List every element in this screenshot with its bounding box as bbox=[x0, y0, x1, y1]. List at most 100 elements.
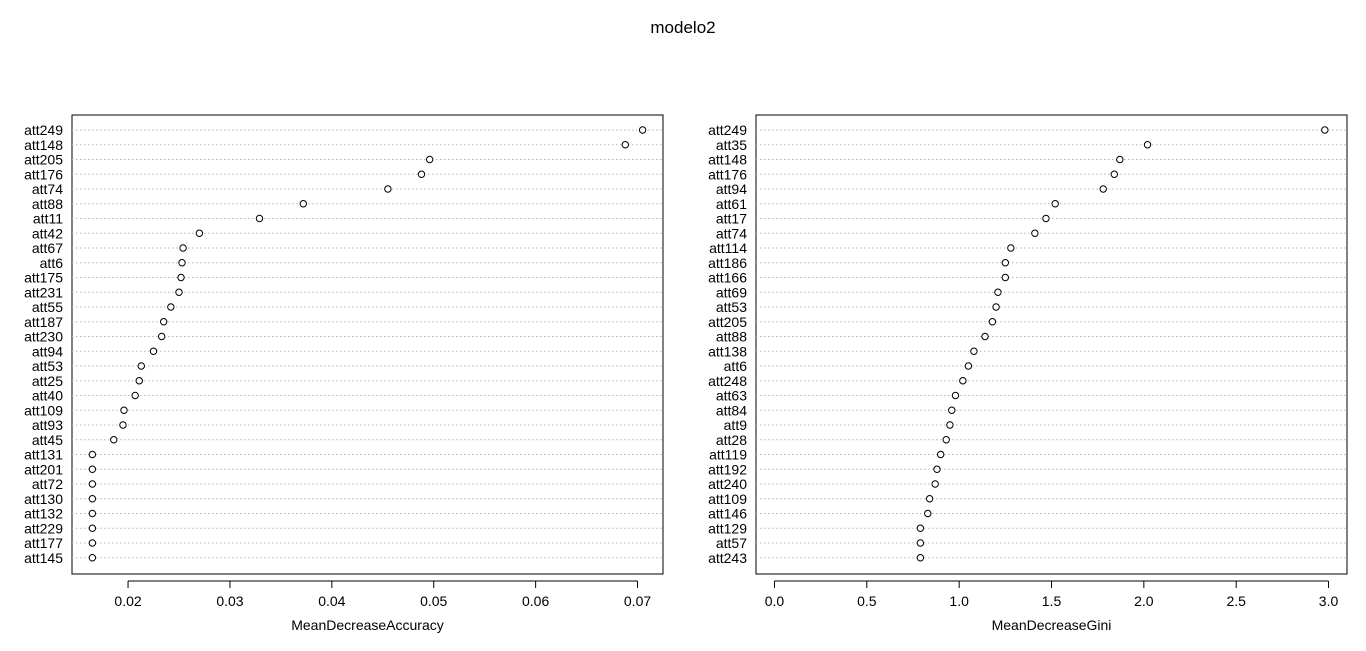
gini-data-point bbox=[948, 406, 956, 414]
gini-data-point bbox=[936, 450, 945, 459]
accuracy-category-label: att88 bbox=[32, 196, 63, 212]
gini-category-label: att9 bbox=[724, 417, 748, 433]
gini-data-point bbox=[1031, 229, 1039, 237]
accuracy-category-label: att176 bbox=[24, 166, 63, 182]
accuracy-category-label: att72 bbox=[32, 476, 63, 492]
gini-data-point bbox=[931, 480, 939, 488]
gini-category-label: att176 bbox=[708, 166, 747, 182]
accuracy-category-label: att42 bbox=[32, 225, 63, 241]
gini-category-label: att205 bbox=[708, 314, 747, 330]
gini-data-point bbox=[1321, 126, 1329, 134]
gini-category-label: att61 bbox=[716, 196, 747, 212]
accuracy-data-point bbox=[88, 495, 97, 503]
accuracy-x-tick-label: 0.03 bbox=[216, 593, 243, 609]
accuracy-category-label: att55 bbox=[32, 299, 63, 315]
gini-data-point bbox=[1116, 155, 1124, 164]
accuracy-x-tick-label: 0.07 bbox=[624, 593, 651, 609]
accuracy-data-point bbox=[88, 509, 97, 518]
gini-data-point bbox=[959, 377, 967, 385]
accuracy-category-label: att177 bbox=[24, 535, 63, 551]
gini-category-label: att53 bbox=[716, 299, 747, 315]
gini-x-tick-label: 3.0 bbox=[1319, 593, 1339, 609]
accuracy-x-axis-label: MeanDecreaseAccuracy bbox=[291, 617, 444, 633]
accuracy-category-label: att187 bbox=[24, 314, 63, 330]
accuracy-x-tick-label: 0.04 bbox=[318, 593, 345, 609]
accuracy-data-point bbox=[88, 524, 97, 532]
gini-data-point bbox=[992, 303, 1000, 311]
accuracy-data-point bbox=[638, 126, 647, 134]
gini-data-point bbox=[981, 332, 989, 341]
accuracy-category-label: att249 bbox=[24, 122, 63, 138]
figure-title: modelo2 bbox=[650, 18, 716, 37]
accuracy-data-point bbox=[88, 465, 97, 473]
gini-category-label: att28 bbox=[716, 432, 747, 448]
gini-data-point bbox=[1143, 141, 1152, 149]
gini-category-label: att35 bbox=[716, 137, 747, 153]
accuracy-category-label: att148 bbox=[24, 137, 63, 153]
accuracy-data-point bbox=[135, 377, 143, 385]
accuracy-category-label: att145 bbox=[24, 550, 63, 566]
accuracy-data-point bbox=[88, 539, 97, 547]
gini-data-point bbox=[916, 539, 925, 547]
accuracy-category-label: att74 bbox=[32, 181, 63, 197]
gini-data-point bbox=[951, 391, 960, 400]
gini-category-label: att109 bbox=[708, 491, 747, 507]
gini-category-label: att57 bbox=[716, 535, 747, 551]
accuracy-data-point bbox=[195, 229, 204, 237]
gini-x-tick-label: 0.5 bbox=[857, 593, 877, 609]
gini-category-label: att186 bbox=[708, 255, 747, 271]
accuracy-data-point bbox=[88, 554, 97, 562]
accuracy-data-point bbox=[621, 141, 629, 149]
gini-plot-frame bbox=[755, 114, 1348, 575]
gini-category-label: att17 bbox=[716, 211, 747, 227]
accuracy-data-point bbox=[119, 421, 127, 429]
gini-data-point bbox=[1051, 200, 1059, 208]
gini-category-label: att192 bbox=[708, 461, 747, 477]
accuracy-category-label: att40 bbox=[32, 388, 63, 404]
accuracy-data-point bbox=[160, 318, 168, 326]
gini-x-axis-label: MeanDecreaseGini bbox=[992, 617, 1112, 633]
accuracy-panel: att249att148att205att176att74att88att11a… bbox=[24, 114, 664, 633]
gini-category-label: att94 bbox=[716, 181, 747, 197]
gini-x-tick-label: 1.5 bbox=[1042, 593, 1062, 609]
accuracy-category-label: att230 bbox=[24, 329, 63, 345]
gini-category-label: att119 bbox=[709, 447, 747, 463]
accuracy-plot-frame bbox=[71, 114, 664, 575]
gini-data-point bbox=[1110, 170, 1118, 178]
accuracy-data-point bbox=[157, 332, 166, 341]
accuracy-data-point bbox=[178, 259, 186, 267]
gini-category-label: att63 bbox=[716, 388, 747, 404]
gini-category-label: att114 bbox=[709, 240, 747, 256]
accuracy-data-point bbox=[299, 200, 308, 208]
gini-category-label: att146 bbox=[708, 506, 747, 522]
accuracy-data-point bbox=[255, 214, 264, 223]
gini-data-point bbox=[1001, 273, 1010, 282]
gini-data-point bbox=[970, 347, 978, 355]
gini-category-label: att69 bbox=[716, 284, 747, 300]
gini-category-label: att249 bbox=[708, 122, 747, 138]
gini-panel: att249att35att148att176att94att61att17at… bbox=[708, 114, 1348, 633]
gini-data-point bbox=[933, 465, 941, 473]
accuracy-category-label: att25 bbox=[32, 373, 63, 389]
gini-category-label: att129 bbox=[708, 520, 747, 536]
gini-data-point bbox=[1001, 259, 1010, 267]
gini-data-point bbox=[942, 436, 950, 444]
accuracy-category-label: att201 bbox=[24, 461, 63, 477]
accuracy-data-point bbox=[417, 170, 426, 178]
gini-category-label: att88 bbox=[716, 329, 747, 345]
accuracy-data-point bbox=[110, 436, 118, 444]
gini-category-label: att74 bbox=[716, 225, 747, 241]
gini-x-tick-label: 1.0 bbox=[949, 593, 969, 609]
accuracy-category-label: att175 bbox=[24, 270, 63, 286]
accuracy-category-label: att205 bbox=[24, 152, 63, 168]
gini-category-label: att148 bbox=[708, 152, 747, 168]
gini-data-point bbox=[925, 495, 934, 503]
accuracy-x-tick-label: 0.02 bbox=[114, 593, 141, 609]
gini-data-point bbox=[988, 318, 997, 326]
accuracy-category-label: att109 bbox=[24, 402, 63, 418]
accuracy-data-point bbox=[137, 362, 145, 370]
accuracy-category-label: att132 bbox=[24, 506, 63, 522]
gini-category-label: att84 bbox=[716, 402, 747, 418]
gini-x-tick-label: 2.5 bbox=[1226, 593, 1246, 609]
